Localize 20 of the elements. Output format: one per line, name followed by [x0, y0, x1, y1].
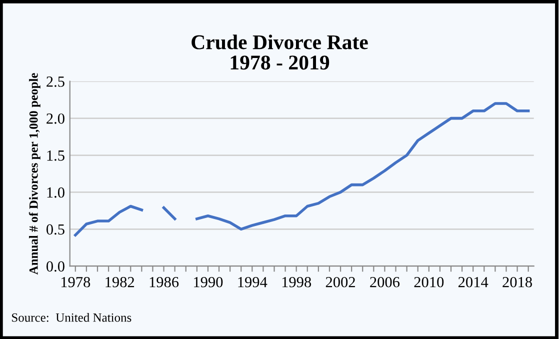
y-tick-label: 2.5 — [46, 76, 64, 87]
chart-title: Crude Divorce Rate 1978 - 2019 — [192, 34, 368, 70]
x-tick-label: 1978 — [61, 276, 90, 288]
x-tick-label: 1990 — [194, 276, 223, 288]
x-tick-label: 2002 — [326, 276, 355, 288]
y-tick-label: 0.5 — [46, 224, 64, 235]
y-tick-label: 1.5 — [47, 150, 64, 161]
source-note: Source: United Nations — [12, 312, 132, 322]
y-tick-label: 0.0 — [46, 261, 64, 272]
x-tick-label: 1982 — [106, 276, 134, 288]
x-tick-label: 1994 — [238, 277, 268, 288]
x-tick-label: 1986 — [150, 276, 179, 288]
y-tick-label: 2.0 — [46, 113, 64, 124]
y-axis-title: Annual # of Divorces per 1,000 people — [28, 73, 40, 275]
x-tick-label: 2014 — [458, 276, 488, 288]
y-tick-label: 1.0 — [47, 187, 64, 198]
x-tick-label: 2018 — [502, 276, 532, 288]
x-tick-label: 1998 — [282, 276, 312, 288]
x-tick-label: 2010 — [414, 276, 444, 288]
x-tick-label: 2006 — [370, 276, 400, 288]
